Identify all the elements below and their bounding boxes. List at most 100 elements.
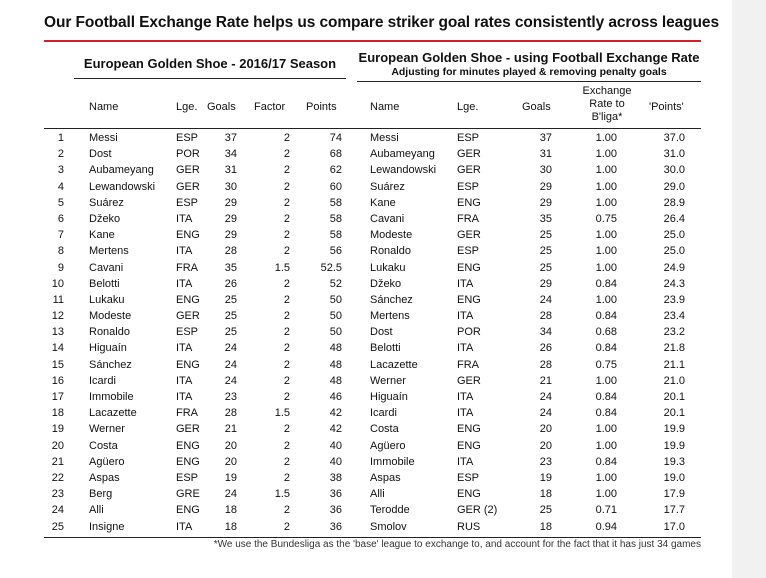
right-points-cell: 19.3 — [663, 455, 685, 468]
title-divider — [44, 40, 701, 42]
left-name-cell: Cavani — [89, 261, 124, 274]
table-row: 21 Agüero ENG 20 2 40 Immobile ITA 23 0.84 19.3 — [44, 454, 701, 470]
right-name-cell: Terodde — [370, 504, 410, 517]
left-points-cell: 50 — [329, 326, 342, 339]
left-name-cell: Aspas — [89, 471, 120, 484]
left-league-cell: GER — [176, 423, 200, 436]
right-rate-cell: 1.00 — [595, 488, 617, 501]
left-name-cell: Agüero — [89, 455, 125, 468]
right-points-cell: 21.1 — [663, 358, 685, 371]
right-points-cell: 25.0 — [663, 245, 685, 258]
table-row: 9 Cavani FRA 35 1.5 52.5 Lukaku ENG 25 1.00 24.9 — [44, 260, 701, 276]
left-goals-cell: 24 — [224, 358, 237, 371]
left-factor-cell: 1.5 — [274, 488, 290, 501]
rank-cell: 24 — [51, 504, 64, 517]
left-points-cell: 74 — [329, 132, 342, 144]
right-rate-cell: 1.00 — [595, 180, 617, 193]
left-goals-cell: 24 — [224, 374, 237, 387]
right-league-cell: ITA — [457, 455, 474, 468]
right-goals-cell: 23 — [539, 455, 552, 468]
left-goals-cell: 20 — [224, 439, 237, 452]
left-points-cell: 58 — [329, 212, 342, 225]
right-points-cell: 17.0 — [663, 520, 685, 533]
right-name-cell: Lukaku — [370, 261, 406, 274]
left-league-cell: ENG — [176, 229, 200, 242]
right-rate-cell: 1.00 — [595, 148, 617, 161]
left-factor-cell: 2 — [283, 148, 290, 161]
right-goals-cell: 25 — [539, 229, 552, 242]
right-goals-cell: 20 — [539, 423, 552, 436]
right-name-cell: Aspas — [370, 471, 401, 484]
left-name-cell: Lewandowski — [89, 180, 156, 193]
right-name-cell: Icardi — [370, 407, 397, 420]
right-name-cell: Sánchez — [370, 293, 413, 306]
left-name-cell: Insigne — [89, 520, 125, 533]
table-row: 25 Insigne ITA 18 2 36 Smolov RUS 18 0.94 17.0 — [44, 519, 701, 535]
left-points-cell: 52 — [329, 277, 342, 290]
left-league-cell: ENG — [176, 293, 200, 306]
right-points-cell: 37.0 — [663, 132, 685, 144]
rank-cell: 8 — [57, 245, 64, 258]
left-name-cell: Lacazette — [89, 407, 137, 420]
right-rate-cell: 0.71 — [595, 504, 617, 517]
left-name-cell: Messi — [89, 132, 118, 144]
right-header-goals: Goals — [522, 101, 551, 113]
right-points-cell: 23.9 — [663, 293, 685, 306]
right-points-cell: 26.4 — [663, 212, 685, 225]
left-name-cell: Werner — [89, 423, 125, 436]
table-row: 12 Modeste GER 25 2 50 Mertens ITA 28 0.84 23.4 — [44, 308, 701, 324]
rank-cell: 6 — [57, 212, 64, 225]
table-row: 11 Lukaku ENG 25 2 50 Sánchez ENG 24 1.00 23.9 — [44, 292, 701, 308]
right-league-cell: ENG — [457, 423, 481, 436]
right-name-cell: Kane — [370, 196, 396, 209]
left-name-cell: Immobile — [89, 391, 134, 403]
right-name-cell: Belotti — [370, 342, 401, 355]
rank-cell: 7 — [57, 229, 64, 242]
left-points-cell: 48 — [329, 374, 342, 387]
left-goals-cell: 28 — [224, 245, 237, 258]
right-league-cell: ITA — [457, 277, 474, 290]
left-header-points: Points — [306, 101, 337, 113]
left-factor-cell: 2 — [283, 504, 290, 517]
left-goals-cell: 26 — [224, 277, 237, 290]
left-factor-cell: 2 — [283, 293, 290, 306]
left-header-factor: Factor — [254, 101, 286, 113]
left-name-cell: Costa — [89, 439, 118, 452]
right-name-cell: Ronaldo — [370, 245, 411, 258]
left-points-cell: 62 — [329, 164, 342, 177]
rank-cell: 3 — [57, 164, 64, 177]
right-league-cell: ITA — [457, 407, 474, 420]
left-points-cell: 56 — [329, 245, 342, 258]
left-factor-cell: 2 — [283, 229, 290, 242]
left-league-cell: ESP — [176, 196, 199, 209]
page-title: Our Football Exchange Rate helps us comp… — [44, 14, 719, 31]
rank-cell: 12 — [51, 310, 64, 323]
rank-cell: 9 — [57, 261, 64, 274]
right-goals-cell: 28 — [539, 358, 552, 371]
right-points-cell: 24.9 — [663, 261, 685, 274]
right-league-cell: ESP — [457, 132, 480, 144]
left-goals-cell: 25 — [224, 326, 237, 339]
right-name-cell: Dost — [370, 326, 393, 339]
right-rate-cell: 1.00 — [595, 471, 617, 484]
right-rate-cell: 1.00 — [595, 196, 617, 209]
left-points-cell: 40 — [329, 439, 342, 452]
left-goals-cell: 29 — [224, 196, 237, 209]
left-points-cell: 60 — [329, 180, 342, 193]
right-goals-cell: 18 — [539, 520, 552, 533]
right-league-cell: ITA — [457, 310, 474, 323]
right-header-exchange-rate: Exchange Rate to B'liga* — [582, 85, 632, 123]
right-points-cell: 20.1 — [663, 391, 685, 403]
right-goals-cell: 26 — [539, 342, 552, 355]
right-rate-cell: 1.00 — [595, 423, 617, 436]
right-name-cell: Suárez — [370, 180, 405, 193]
left-points-cell: 68 — [329, 148, 342, 161]
right-points-cell: 25.0 — [663, 229, 685, 242]
right-rate-cell: 0.94 — [595, 520, 617, 533]
left-league-cell: ENG — [176, 455, 200, 468]
rank-cell: 10 — [51, 277, 64, 290]
right-goals-cell: 31 — [539, 148, 552, 161]
right-points-cell: 29.0 — [663, 180, 685, 193]
right-league-cell: FRA — [457, 358, 479, 371]
left-league-cell: ITA — [176, 212, 193, 225]
